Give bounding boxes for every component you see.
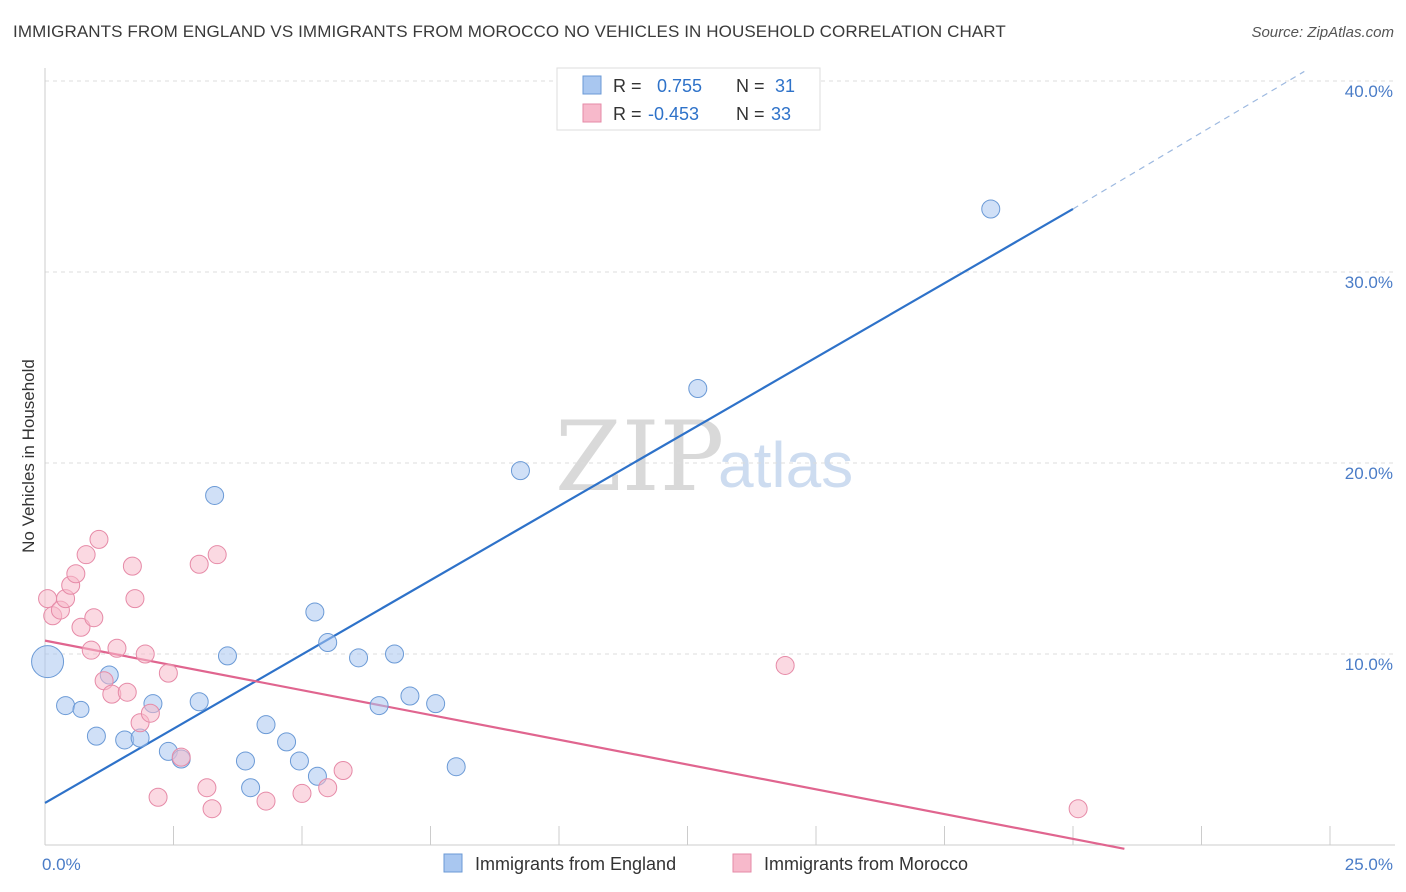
point-1-25 bbox=[202, 799, 222, 819]
stats-legend-n-label-england: N = bbox=[736, 76, 765, 96]
tick-labels: 10.0% 20.0% 30.0% 40.0% 0.0% 25.0% bbox=[42, 82, 1393, 874]
stats-legend-swatch-morocco bbox=[582, 103, 602, 123]
stats-legend: R = 0.755 N = 31 R = -0.453 N = 33 bbox=[556, 67, 821, 131]
point-0-25 bbox=[426, 694, 446, 714]
grid-lines bbox=[45, 80, 1395, 655]
point-1-15 bbox=[122, 556, 142, 576]
point-1-5 bbox=[66, 564, 86, 584]
point-1-7 bbox=[76, 545, 96, 565]
watermark-zip: ZIP bbox=[555, 401, 724, 513]
point-1-8 bbox=[81, 640, 101, 660]
x-tick-label-0: 0.0% bbox=[42, 855, 81, 874]
point-0-30 bbox=[981, 199, 1001, 219]
point-1-27 bbox=[256, 791, 276, 811]
point-1-28 bbox=[292, 783, 312, 803]
point-0-27 bbox=[510, 461, 530, 481]
y-tick-label-3: 40.0% bbox=[1345, 82, 1393, 101]
legend-label-morocco: Immigrants from Morocco bbox=[764, 854, 968, 874]
legend-swatch-morocco bbox=[732, 853, 752, 873]
point-1-16 bbox=[125, 589, 145, 609]
point-0-14 bbox=[241, 778, 261, 798]
point-0-20 bbox=[318, 633, 338, 653]
point-0-12 bbox=[217, 646, 237, 666]
y-tick-label-0: 10.0% bbox=[1345, 655, 1393, 674]
y-tick-label-1: 20.0% bbox=[1345, 464, 1393, 483]
stats-legend-r-value-morocco: -0.453 bbox=[648, 104, 699, 124]
stats-legend-swatch-england bbox=[582, 75, 602, 95]
point-0-19 bbox=[305, 602, 325, 622]
x-tick-label-1: 25.0% bbox=[1345, 855, 1393, 874]
stats-legend-n-value-england: 31 bbox=[775, 76, 795, 96]
point-1-22 bbox=[171, 747, 191, 767]
trend-line-extension-0 bbox=[1072, 70, 1305, 210]
legend-swatch-england bbox=[443, 853, 463, 873]
point-0-26 bbox=[446, 757, 466, 777]
point-0-17 bbox=[289, 751, 309, 771]
point-0-28 bbox=[688, 379, 708, 399]
point-1-32 bbox=[1068, 799, 1088, 819]
point-1-14 bbox=[117, 682, 137, 702]
series-legend: Immigrants from England Immigrants from … bbox=[443, 853, 968, 874]
chart-source: Source: ZipAtlas.com bbox=[1251, 24, 1394, 41]
point-0-3 bbox=[86, 726, 106, 746]
point-1-13 bbox=[107, 638, 127, 658]
point-0-21 bbox=[349, 648, 369, 668]
data-points bbox=[31, 109, 1088, 819]
point-1-29 bbox=[318, 778, 338, 798]
watermark-atlas: atlas bbox=[718, 429, 853, 501]
point-0-2 bbox=[72, 700, 90, 718]
point-1-23 bbox=[189, 554, 209, 574]
point-0-11 bbox=[205, 485, 225, 505]
point-1-10 bbox=[89, 529, 109, 549]
stats-legend-n-label-morocco: N = bbox=[736, 104, 765, 124]
point-0-22 bbox=[369, 696, 389, 716]
legend-label-england: Immigrants from England bbox=[475, 854, 676, 874]
point-1-21 bbox=[158, 663, 178, 683]
point-0-1 bbox=[56, 696, 76, 716]
point-0-13 bbox=[235, 751, 255, 771]
trend-line-0 bbox=[44, 208, 1074, 804]
point-1-6 bbox=[71, 617, 91, 637]
point-0-15 bbox=[256, 715, 276, 735]
chart-title: IMMIGRANTS FROM ENGLAND VS IMMIGRANTS FR… bbox=[13, 22, 1006, 41]
point-1-24 bbox=[197, 778, 217, 798]
point-1-26 bbox=[207, 545, 227, 565]
point-1-9 bbox=[84, 608, 104, 628]
stats-legend-r-label-england: R = bbox=[613, 76, 642, 96]
point-1-30 bbox=[333, 761, 353, 781]
trend-line-1 bbox=[44, 639, 1125, 850]
trend-lines bbox=[44, 70, 1305, 850]
stats-legend-n-value-morocco: 33 bbox=[771, 104, 791, 124]
point-0-24 bbox=[400, 686, 420, 706]
point-1-20 bbox=[148, 787, 168, 807]
y-axis-label: No Vehicles in Household bbox=[19, 359, 38, 553]
axes bbox=[44, 68, 1395, 846]
stats-legend-r-label-morocco: R = bbox=[613, 104, 642, 124]
point-1-19 bbox=[140, 703, 160, 723]
point-0-23 bbox=[385, 644, 405, 664]
stats-legend-r-value-england: 0.755 bbox=[657, 76, 702, 96]
point-0-0 bbox=[31, 645, 65, 679]
point-0-10 bbox=[189, 692, 209, 712]
point-1-31 bbox=[775, 655, 795, 675]
point-1-18 bbox=[135, 644, 155, 664]
point-0-16 bbox=[277, 732, 297, 752]
y-tick-label-2: 30.0% bbox=[1345, 273, 1393, 292]
